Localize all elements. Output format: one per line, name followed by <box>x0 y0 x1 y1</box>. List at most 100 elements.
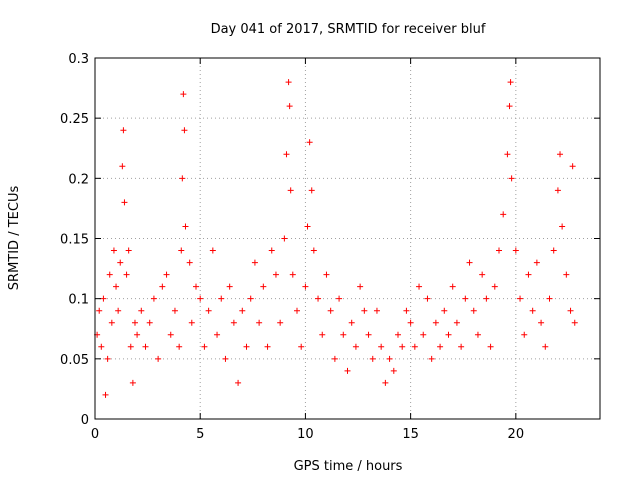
data-point <box>205 307 212 314</box>
data-point <box>106 271 113 278</box>
data-point <box>437 343 444 350</box>
data-point <box>110 247 117 254</box>
y-axis-label: SRMTID / TECUs <box>7 186 22 291</box>
data-point <box>352 343 359 350</box>
data-point <box>98 343 105 350</box>
data-point <box>138 307 145 314</box>
data-point <box>186 259 193 266</box>
data-point <box>378 343 385 350</box>
x-ticks: 0 5 10 15 20 <box>91 58 524 442</box>
data-point <box>113 283 120 290</box>
data-point <box>559 223 566 230</box>
data-point <box>117 259 124 266</box>
data-point <box>470 307 477 314</box>
data-point <box>264 343 271 350</box>
data-point <box>214 331 221 338</box>
y-tick-label: 0.05 <box>60 353 89 368</box>
data-point <box>357 283 364 290</box>
x-tick-label: 5 <box>196 427 204 442</box>
data-point <box>449 283 456 290</box>
data-point <box>323 271 330 278</box>
data-point <box>557 151 564 158</box>
data-point <box>508 175 515 182</box>
data-point <box>131 319 138 326</box>
y-tick-label: 0.2 <box>68 172 89 187</box>
data-point <box>159 283 166 290</box>
data-point <box>424 295 431 302</box>
data-point <box>281 235 288 242</box>
data-point <box>546 295 553 302</box>
data-point <box>243 343 250 350</box>
data-point <box>487 343 494 350</box>
data-point <box>525 271 532 278</box>
data-point <box>201 343 208 350</box>
data-point <box>462 295 469 302</box>
data-point <box>571 319 578 326</box>
data-point <box>304 223 311 230</box>
data-point <box>319 331 326 338</box>
data-point <box>453 319 460 326</box>
data-point <box>315 295 322 302</box>
x-tick-label: 0 <box>91 427 99 442</box>
data-point <box>517 295 524 302</box>
data-point <box>218 295 225 302</box>
data-point <box>222 355 229 362</box>
data-point <box>569 163 576 170</box>
y-tick-label: 0.3 <box>68 52 89 67</box>
data-point <box>403 307 410 314</box>
data-point <box>344 367 351 374</box>
data-point <box>285 79 292 86</box>
data-point <box>167 331 174 338</box>
data-point <box>500 211 507 218</box>
data-point <box>119 163 126 170</box>
data-point <box>272 271 279 278</box>
data-point <box>466 259 473 266</box>
data-point <box>134 331 141 338</box>
data-point <box>496 247 502 254</box>
data-point <box>129 379 136 386</box>
data-point <box>178 247 185 254</box>
data-point <box>550 247 557 254</box>
data-point <box>529 307 536 314</box>
data-point <box>533 259 540 266</box>
data-point <box>542 343 549 350</box>
y-tick-label: 0 <box>81 413 89 428</box>
gridlines <box>95 58 600 419</box>
data-point <box>230 319 237 326</box>
data-point <box>115 307 122 314</box>
x-axis-label: GPS time / hours <box>294 459 403 474</box>
data-point <box>180 91 187 98</box>
data-point <box>146 319 153 326</box>
data-point <box>411 343 418 350</box>
data-point <box>567 307 574 314</box>
x-tick-label: 10 <box>297 427 314 442</box>
data-point <box>108 319 115 326</box>
data-point <box>336 295 343 302</box>
data-point <box>302 283 309 290</box>
data-point <box>445 331 452 338</box>
data-point <box>171 307 178 314</box>
data-point <box>247 295 254 302</box>
data-point <box>155 355 162 362</box>
data-point <box>306 139 313 146</box>
data-point <box>188 319 195 326</box>
data-point <box>365 331 372 338</box>
data-point <box>209 247 216 254</box>
data-point <box>239 307 246 314</box>
data-point <box>277 319 284 326</box>
data-point <box>512 247 519 254</box>
data-point <box>474 331 481 338</box>
data-point <box>127 343 134 350</box>
data-point <box>226 283 233 290</box>
data-point <box>287 187 294 194</box>
data-point <box>182 223 189 230</box>
data-point <box>179 175 186 182</box>
data-point <box>102 391 109 398</box>
data-point <box>348 319 355 326</box>
y-tick-label: 0.25 <box>60 112 89 127</box>
data-point <box>286 103 293 110</box>
data-point <box>432 319 439 326</box>
data-point <box>331 355 338 362</box>
x-tick-label: 15 <box>402 427 419 442</box>
